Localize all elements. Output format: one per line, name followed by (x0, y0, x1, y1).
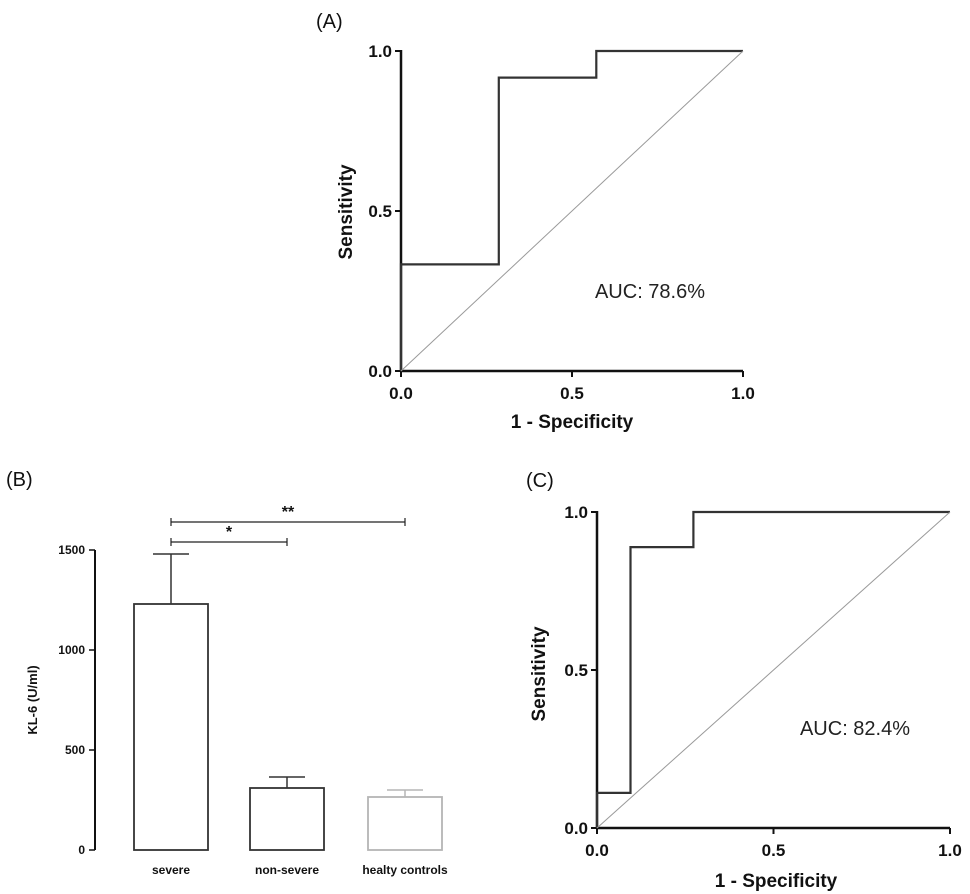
x-axis-title-c: 1 - Specificity (715, 871, 838, 892)
roc-c-marks: 0.0 0.5 1.0 0.0 0.5 1.0 (564, 503, 961, 860)
x-tick-label-c: 0.0 (585, 841, 609, 860)
bar-non-severe (249, 787, 325, 851)
bar-chart-b: (B) KL-6 (U/ml) 0 500 1000 1500 severe non-se… (6, 469, 448, 877)
y-axis-title-b: KL-6 (U/ml) (25, 665, 40, 734)
roc-a-marks: 0.0 0.5 1.0 0.0 0.5 1.0 (368, 42, 754, 403)
category-label: non-severe (255, 863, 319, 877)
y-tick-label-b: 1000 (58, 643, 85, 657)
y-tick-label-c: 0.5 (564, 661, 588, 680)
x-axis-title-a: 1 - Specificity (511, 412, 634, 433)
y-axis-title-c: Sensitivity (529, 626, 550, 721)
y-tick-label-c: 1.0 (564, 503, 588, 522)
x-tick-label-a: 0.0 (389, 384, 413, 403)
x-tick-label-a: 0.5 (560, 384, 584, 403)
panel-label-b: (B) (6, 469, 33, 491)
auc-annotation-c: AUC: 82.4% (800, 718, 910, 740)
significance-label: ** (282, 504, 295, 521)
roc-chart-a: (A) Sensitivity 1 - Specificity AUC: 78.… (316, 11, 755, 433)
y-tick-label-b: 1500 (58, 543, 85, 557)
x-tick-label-a: 1.0 (731, 384, 755, 403)
y-tick-label-b: 500 (65, 743, 85, 757)
bar-severe (133, 603, 209, 851)
reference-diagonal-a (400, 50, 744, 372)
roc-curve-c (595, 510, 950, 828)
y-tick-label-a: 0.0 (368, 362, 392, 381)
category-label: severe (152, 863, 190, 877)
panel-label-a: (A) (316, 11, 343, 33)
y-tick-label-a: 1.0 (368, 42, 392, 61)
y-tick-label-c: 0.0 (564, 819, 588, 838)
panel-label-c: (C) (526, 470, 554, 492)
roc-chart-c: (C) Sensitivity 1 - Specificity AUC: 82.… (526, 470, 962, 892)
y-axis-title-a: Sensitivity (336, 164, 357, 259)
significance-label: * (226, 524, 233, 541)
y-tick-label-a: 0.5 (368, 202, 392, 221)
category-label: healty controls (362, 863, 448, 877)
x-tick-label-c: 1.0 (938, 841, 962, 860)
bar-healty-controls (367, 796, 443, 851)
auc-annotation-a: AUC: 78.6% (595, 281, 705, 303)
roc-curve-a (399, 49, 743, 371)
y-tick-label-b: 0 (78, 843, 85, 857)
reference-diagonal-c (596, 511, 951, 829)
x-tick-label-c: 0.5 (762, 841, 786, 860)
bar-b-marks: 0 500 1000 1500 severe non-severe healty contr… (58, 504, 448, 877)
